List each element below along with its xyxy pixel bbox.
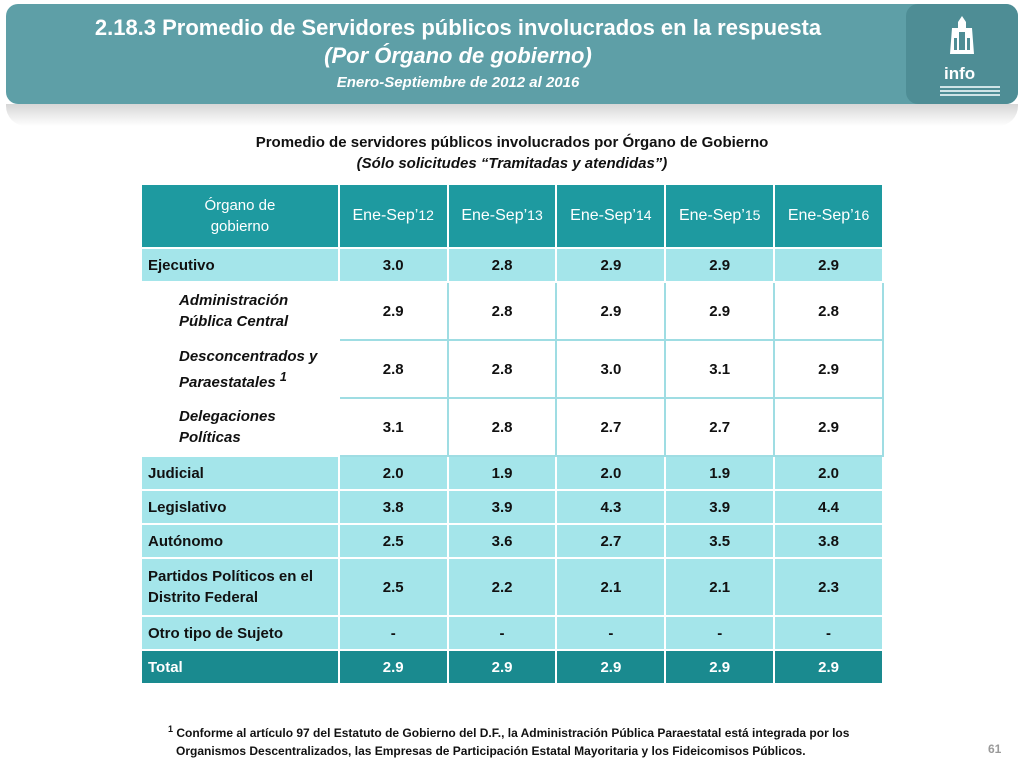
row-label: Judicial [140, 455, 340, 491]
table-cell: 2.9 [773, 247, 884, 283]
table-cell: 3.8 [773, 523, 884, 559]
table-row: Partidos Políticos en el Distrito Federal… [140, 557, 884, 617]
table-cell: 2.0 [337, 455, 449, 491]
footnote-line-1: Conforme al artículo 97 del Estatuto de … [176, 726, 850, 740]
table-row: Desconcentrados y Paraestatales 1 2.8 2.8… [140, 339, 884, 399]
column-header-2014: Ene-Sep’14 [555, 183, 667, 249]
logo-tagline-lines [940, 86, 1000, 96]
table-cell: 2.5 [337, 523, 449, 559]
table-cell: 2.7 [555, 523, 667, 559]
page-title: 2.18.3 Promedio de Servidores públicos i… [94, 15, 822, 40]
header-row: Órgano de gobierno Ene-Sep’12 Ene-Sep’13… [140, 183, 884, 249]
footnote-mark: 1 [279, 369, 287, 384]
table-cell: 2.8 [446, 397, 558, 457]
table-cell: 2.8 [446, 339, 558, 399]
table-cell: - [337, 615, 449, 651]
info-logo: info [906, 4, 1018, 104]
table-cell: 4.3 [555, 489, 667, 525]
banner-shadow [6, 104, 1018, 126]
table-cell: 2.0 [555, 455, 667, 491]
table-row: Delegaciones Políticas 3.1 2.8 2.7 2.7 2.… [140, 397, 884, 457]
total-label: Total [140, 649, 340, 685]
table-title: Promedio de servidores públicos involucr… [255, 134, 769, 151]
table-cell: - [446, 615, 558, 651]
table-cell: 2.9 [555, 247, 667, 283]
row-label: Partidos Políticos en el Distrito Federal [140, 557, 340, 617]
title-banner [6, 4, 1018, 104]
table-cell: 2.1 [664, 557, 776, 617]
table-cell: 2.0 [773, 455, 884, 491]
footnote-line-2: Organismos Descentralizados, las Empresa… [176, 744, 806, 758]
footnote: 1 Conforme al artículo 97 del Estatuto d… [168, 720, 888, 760]
column-header-2015: Ene-Sep’15 [664, 183, 776, 249]
table-cell: 1.9 [446, 455, 558, 491]
table-cell: 2.8 [773, 281, 884, 341]
table-cell: 1.9 [664, 455, 776, 491]
page-subtitle: (Por Órgano de gobierno) [324, 43, 592, 68]
table-cell: 3.5 [664, 523, 776, 559]
row-label: Autónomo [140, 523, 340, 559]
table-heading: Promedio de servidores públicos involucr… [0, 132, 1024, 174]
column-header-organo: Órgano de gobierno [140, 183, 340, 249]
table-cell: 2.8 [337, 339, 449, 399]
total-cell: 2.9 [773, 649, 884, 685]
table-cell: 2.5 [337, 557, 449, 617]
row-label: Ejecutivo [140, 247, 340, 283]
table-cell: - [555, 615, 667, 651]
row-label: Administración Pública Central [140, 281, 340, 341]
total-cell: 2.9 [337, 649, 449, 685]
column-header-2012: Ene-Sep’12 [337, 183, 449, 249]
table-cell: 2.7 [555, 397, 667, 457]
total-row: Total 2.9 2.9 2.9 2.9 2.9 [140, 649, 884, 685]
table-cell: 2.9 [555, 281, 667, 341]
row-label: Legislativo [140, 489, 340, 525]
table-cell: 4.4 [773, 489, 884, 525]
table-cell: 3.9 [664, 489, 776, 525]
table-cell: 2.8 [446, 247, 558, 283]
table-cell: 2.3 [773, 557, 884, 617]
column-header-2016: Ene-Sep’16 [773, 183, 884, 249]
data-table: Órgano de gobierno Ene-Sep’12 Ene-Sep’13… [140, 183, 884, 685]
table-cell: 2.9 [664, 247, 776, 283]
table-cell: 3.9 [446, 489, 558, 525]
table-cell: 3.0 [337, 247, 449, 283]
table-cell: 3.6 [446, 523, 558, 559]
total-cell: 2.9 [446, 649, 558, 685]
table-cell: 2.9 [773, 339, 884, 399]
table-cell: 3.1 [337, 397, 449, 457]
column-header-2013: Ene-Sep’13 [446, 183, 558, 249]
table-cell: 3.0 [555, 339, 667, 399]
total-cell: 2.9 [555, 649, 667, 685]
table-cell: 2.9 [664, 281, 776, 341]
logo-text: info [944, 64, 976, 83]
table-cell: 2.7 [664, 397, 776, 457]
table-cell: 2.9 [337, 281, 449, 341]
table-cell: - [773, 615, 884, 651]
table-cell: 3.8 [337, 489, 449, 525]
title-block: 2.18.3 Promedio de Servidores públicos i… [0, 14, 916, 94]
table-cell: 2.8 [446, 281, 558, 341]
row-label: Delegaciones Políticas [140, 397, 340, 457]
table-cell: 2.9 [773, 397, 884, 457]
page-period: Enero-Septiembre de 2012 al 2016 [336, 74, 580, 91]
footnote-number: 1 [168, 724, 174, 734]
table-row: Legislativo 3.8 3.9 4.3 3.9 4.4 [140, 489, 884, 525]
table-cell: 2.1 [555, 557, 667, 617]
total-cell: 2.9 [664, 649, 776, 685]
table-row: Ejecutivo 3.0 2.8 2.9 2.9 2.9 [140, 247, 884, 283]
monument-icon [950, 16, 974, 54]
table-row: Autónomo 2.5 3.6 2.7 3.5 3.8 [140, 523, 884, 559]
table-row: Judicial 2.0 1.9 2.0 1.9 2.0 [140, 455, 884, 491]
table-subtitle: (Sólo solicitudes “Tramitadas y atendida… [356, 155, 668, 172]
table-row: Otro tipo de Sujeto - - - - - [140, 615, 884, 651]
table-cell: 2.2 [446, 557, 558, 617]
page-number: 61 [988, 742, 1002, 756]
table-row: Administración Pública Central 2.9 2.8 2.… [140, 281, 884, 341]
row-label: Otro tipo de Sujeto [140, 615, 340, 651]
table-cell: 3.1 [664, 339, 776, 399]
row-label: Desconcentrados y Paraestatales 1 [140, 339, 340, 399]
table-cell: - [664, 615, 776, 651]
